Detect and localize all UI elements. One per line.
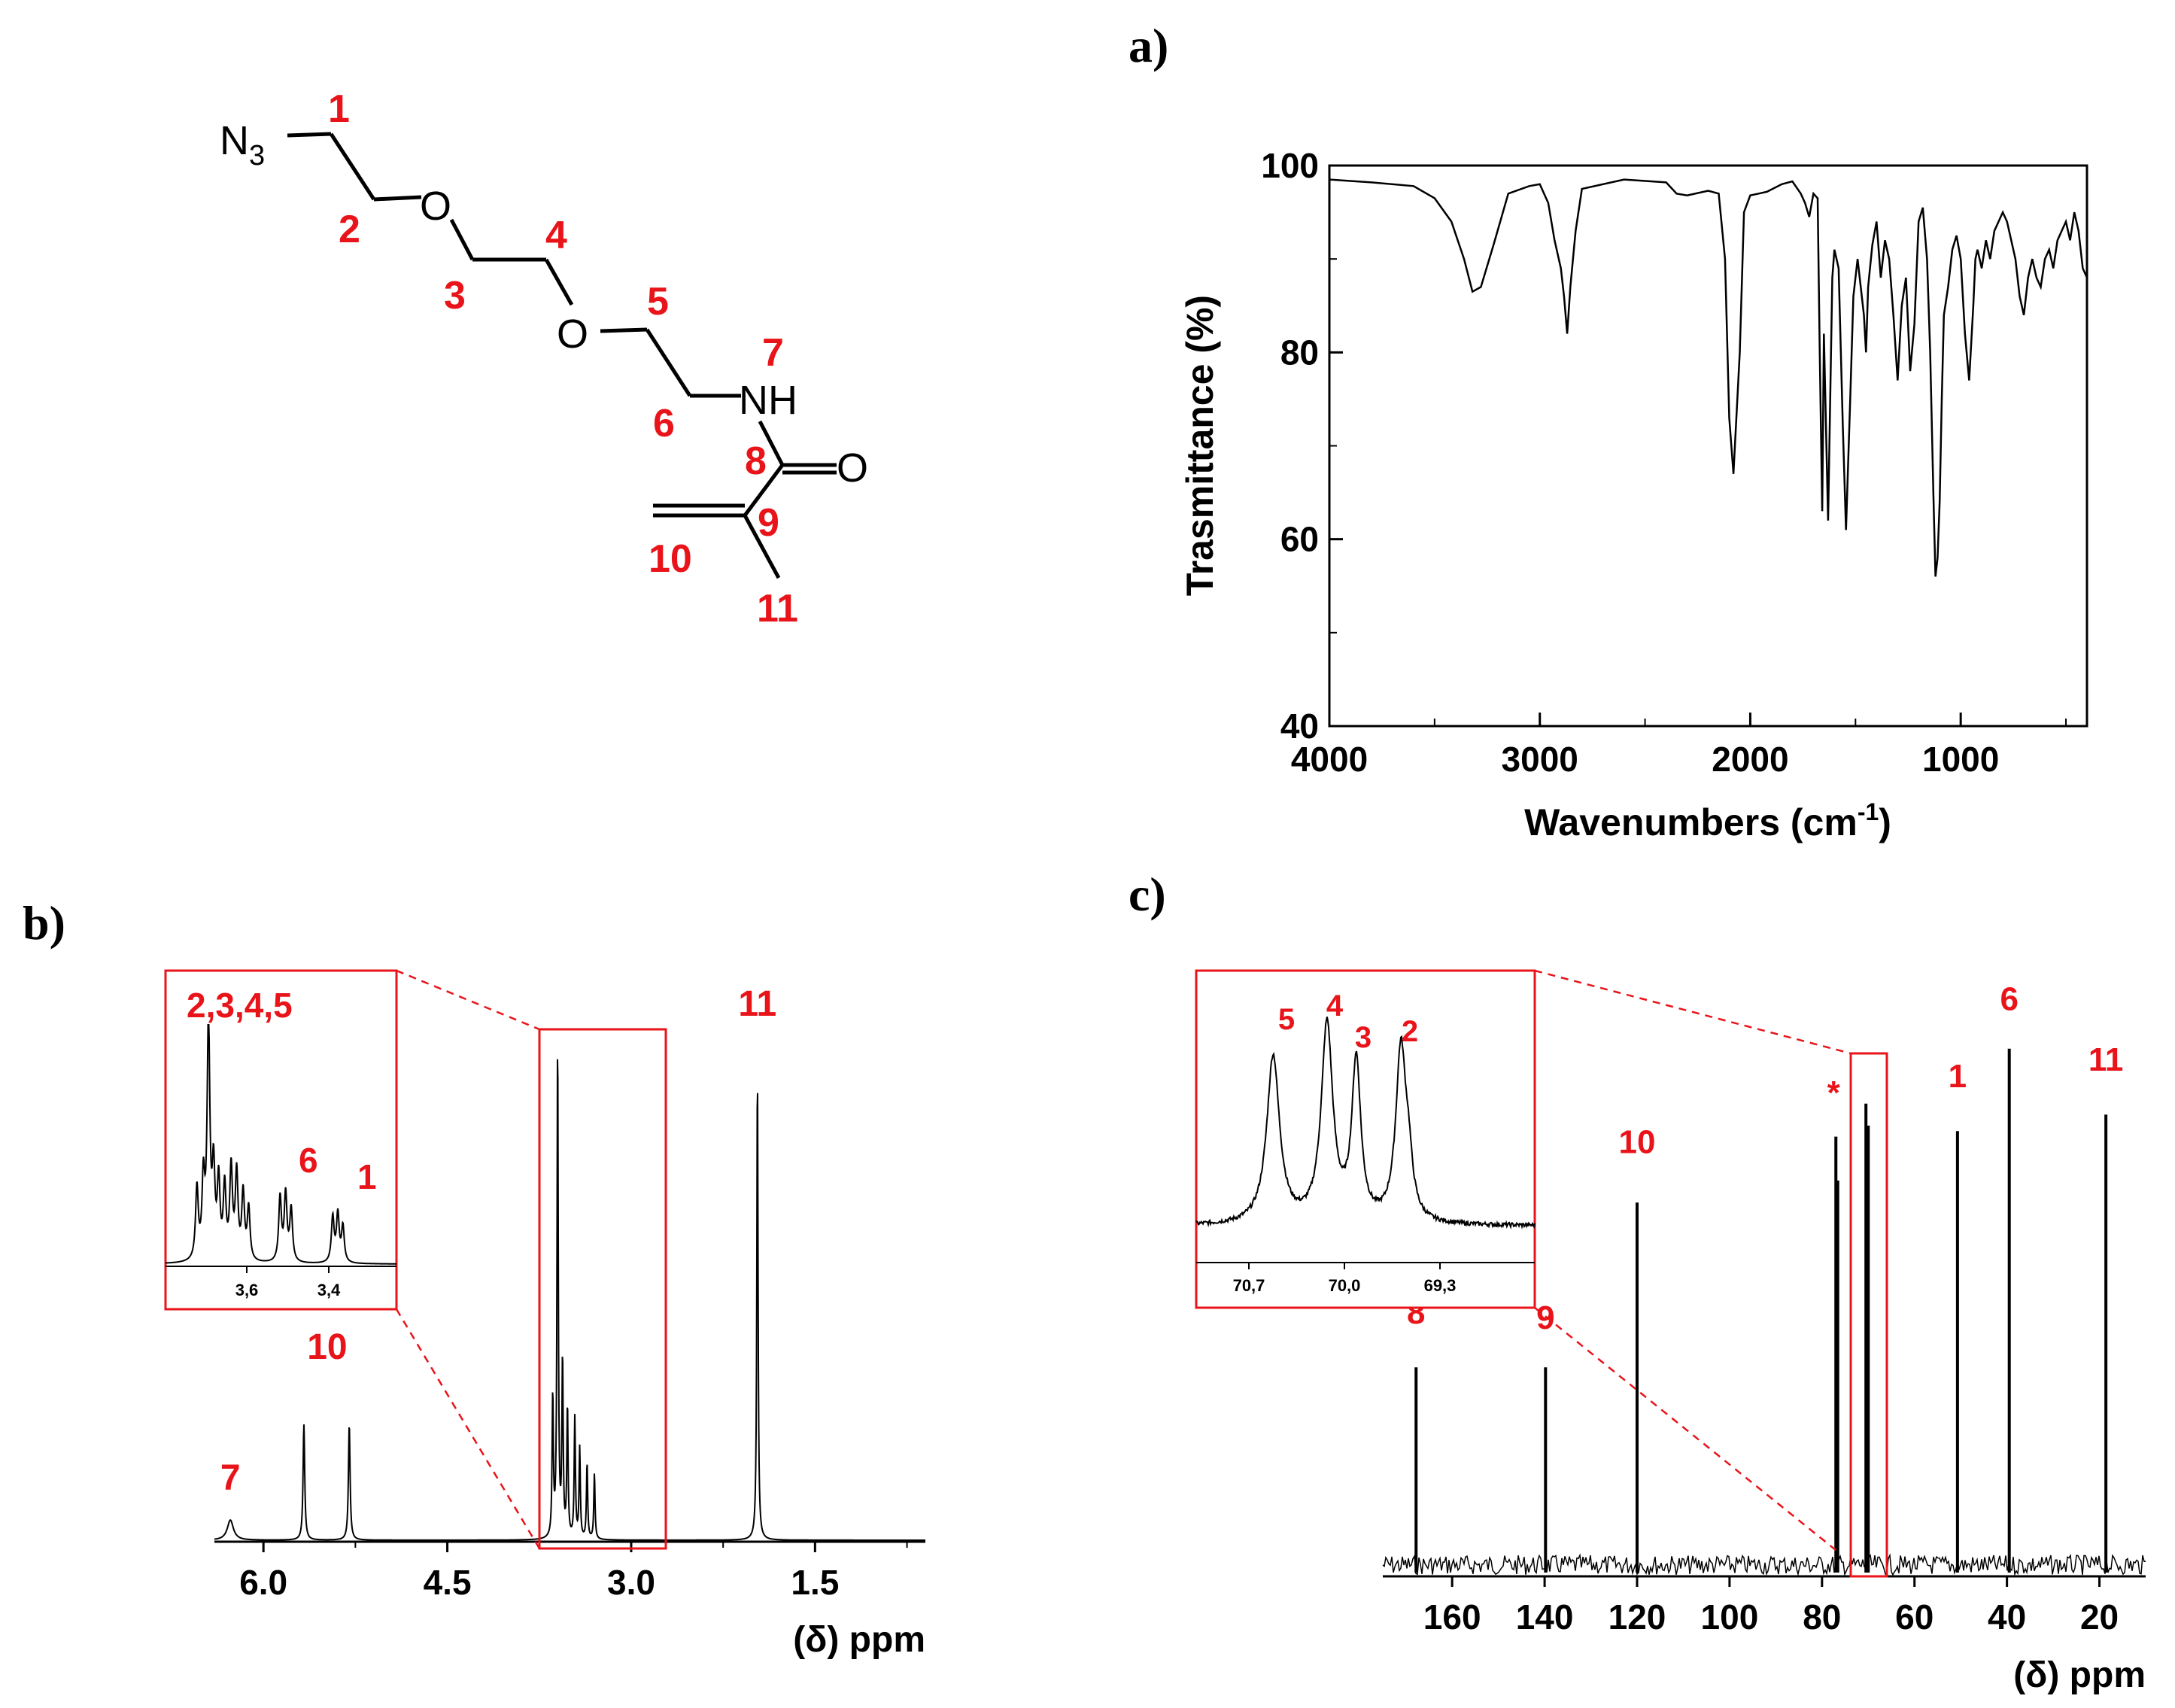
c13-xtick-label: 140 [1516,1597,1574,1637]
h1-spectrum-line [214,1059,925,1541]
h1nmr-chart: 6.0 4.5 3.0 1.5 7 10 11 (δ) ppm 3,6 3,4 2,3,4… [164,969,925,1660]
ir-xtick-label: 1000 [1922,740,1999,779]
c13-inset-tick-1: 70,7 [1233,1276,1265,1295]
mol-label-4: 4 [545,214,567,257]
mol-label-8: 8 [745,439,767,483]
c13-xlabel: (δ) ppm [2013,1655,2146,1695]
h1-peak-label: 10 [307,1327,347,1367]
h1-peak-label: 7 [220,1458,241,1498]
h1-xtick-label: 3.0 [607,1563,655,1602]
ir-ytick-label: 40 [1280,707,1319,746]
c13-xtick-label: 20 [2080,1597,2119,1637]
h1-inset-tick-1: 3,6 [235,1281,259,1299]
atom-nh: NH [739,378,797,423]
atom-oxygen-2: O [557,312,588,357]
h1-inset-label-6: 6 [299,1141,318,1180]
mol-label-5: 5 [647,280,669,324]
mol-label-6: 6 [653,402,675,445]
c13-xtick-label: 120 [1608,1597,1666,1637]
c13-inset-tick-2: 70,0 [1329,1276,1361,1295]
h1-xtick-label: 6.0 [239,1563,287,1602]
molecule-structure: N3 O O NH O 1 2 3 4 5 6 7 8 9 10 11 [220,87,868,631]
ir-ylabel: Trasmittance (%) [1179,295,1221,596]
ir-series-line [1329,178,2088,577]
ir-xtick-label: 2000 [1712,740,1788,779]
c13-xtick-label: 160 [1423,1597,1481,1637]
mol-label-9: 9 [758,501,779,545]
c13-inset-spectrum [1195,1017,1536,1230]
h1-inset-spectrum [165,1024,396,1265]
c13-inset-label-4: 4 [1326,989,1344,1023]
c13-inset-label-2: 2 [1402,1015,1418,1048]
ir-chart: 40 60 80 100 4000 3000 2000 1000 Trasmittance … [1179,146,2088,843]
ir-ytick-label: 80 [1280,333,1319,372]
c13-inset-tick-3: 69,3 [1424,1276,1457,1295]
mol-label-3: 3 [444,274,466,318]
ir-xtick-label: 4000 [1291,740,1368,779]
c13-inset-label-3: 3 [1355,1021,1372,1054]
panel-label-c: c) [1129,868,1166,921]
c13-peak-label: 11 [2088,1041,2124,1078]
h1-xtick-label: 4.5 [424,1563,472,1602]
h1-inset-frame [164,969,398,1311]
ir-ytick-label: 60 [1280,520,1319,559]
mol-label-2: 2 [339,208,360,251]
atom-azide: N3 [220,118,265,172]
c13-peak-label: * [1827,1074,1841,1111]
c13-baseline-noise [1382,1553,2146,1577]
c13-xtick-label: 80 [1803,1597,1841,1637]
h1-inset-tick-2: 3,4 [317,1281,341,1299]
c13-zoom-box [1849,1052,1888,1578]
ir-ytick-label: 100 [1261,146,1319,185]
c13-xtick-label: 60 [1895,1597,1934,1637]
atom-oxygen-1: O [420,184,451,229]
h1-zoom-box [538,1028,667,1550]
ir-plot-frame [1328,164,2088,728]
mol-label-10: 10 [649,537,692,581]
c13-xtick-label: 40 [1988,1597,2026,1637]
mol-label-1: 1 [328,87,350,131]
mol-label-11: 11 [757,587,798,631]
h1-xtick-label: 1.5 [791,1563,839,1602]
panel-label-b: b) [23,896,65,950]
atom-carbonyl-oxygen: O [837,445,868,491]
mol-label-7: 7 [762,331,784,375]
panel-label-a: a) [1129,19,1168,72]
h1-inset-label-2345: 2,3,4,5 [187,986,293,1025]
c13-inset-frame [1195,969,1536,1309]
c13-xtick-label: 100 [1701,1597,1759,1637]
c13-peak-label: 1 [1949,1058,1967,1095]
c13-peak-label: 10 [1619,1124,1656,1161]
c13-peak-label: 6 [2000,981,2018,1018]
ir-xlabel: Wavenumbers (cm-1) [1524,798,1891,843]
ir-xtick-label: 3000 [1502,740,1578,779]
h1-peak-label: 11 [738,984,776,1024]
h1-xlabel: (δ) ppm [793,1620,925,1660]
c13-inset-label-5: 5 [1278,1003,1295,1036]
c13-peak-label: 9 [1536,1299,1554,1336]
h1-inset-label-1: 1 [357,1157,377,1196]
